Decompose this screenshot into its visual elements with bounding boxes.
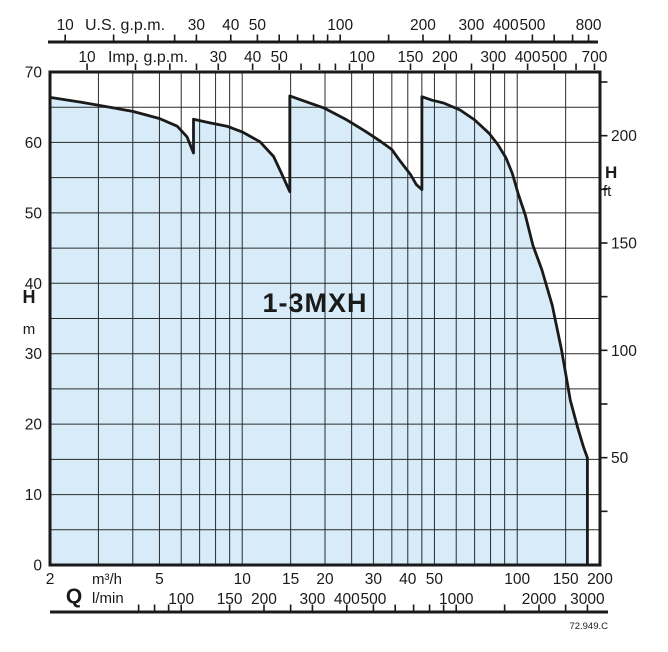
- axes-lines-ticks: [48, 34, 608, 614]
- flow-m3h-tick-label: 150: [553, 571, 579, 588]
- flow-unit-lmin: l/min: [92, 590, 124, 607]
- flow-lmin-tick-label: 2000: [522, 591, 557, 608]
- head-ft-tick-label: 100: [611, 343, 637, 360]
- imp-gpm-tick-label: 700: [582, 49, 608, 66]
- head-m-tick-label: 70: [25, 65, 43, 82]
- flow-unit-m3h: m³/h: [92, 571, 122, 588]
- us-gpm-tick-label: 100: [327, 17, 353, 34]
- flow-lmin-tick-label: 3000: [570, 591, 605, 608]
- imp-gpm-tick-label: 40: [244, 49, 262, 66]
- us-gpm-tick-label: 800: [576, 17, 602, 34]
- imp-gpm-tick-label: 200: [432, 49, 458, 66]
- head-symbol-right: H: [605, 163, 617, 182]
- head-ft-tick-label: 150: [611, 236, 637, 253]
- head-ft-tick-label: 50: [611, 450, 629, 467]
- us-gpm-tick-label: 30: [188, 17, 206, 34]
- head-m-tick-label: 30: [25, 346, 43, 363]
- flow-m3h-tick-label: 200: [587, 571, 613, 588]
- envelope-curve: [49, 94, 589, 565]
- us-gpm-axis-title: U.S. g.p.m.: [85, 17, 165, 34]
- flow-lmin-tick-label: 200: [251, 591, 277, 608]
- head-unit-ft: ft: [603, 183, 612, 200]
- imp-gpm-axis-title: Imp. g.p.m.: [108, 49, 188, 66]
- imp-gpm-tick-label: 300: [480, 49, 506, 66]
- flow-m3h-tick-label: 20: [316, 571, 334, 588]
- document-code: 72.949.C: [569, 621, 608, 632]
- head-m-tick-label: 40: [25, 276, 43, 293]
- imp-gpm-tick-label: 150: [398, 49, 424, 66]
- imp-gpm-tick-label: 400: [515, 49, 541, 66]
- flow-m3h-tick-label: 5: [155, 571, 164, 588]
- envelope-outline: [49, 94, 589, 565]
- head-unit-m: m: [23, 321, 36, 338]
- imp-gpm-tick-label: 30: [210, 49, 228, 66]
- flow-lmin-tick-label: 150: [217, 591, 243, 608]
- flow-m3h-tick-label: 50: [426, 571, 444, 588]
- plot-frame: [48, 70, 602, 567]
- gridlines: [50, 72, 600, 565]
- flow-m3h-tick-label: 40: [399, 571, 417, 588]
- us-gpm-tick-label: 300: [458, 17, 484, 34]
- head-m-tick-label: 60: [25, 135, 43, 152]
- head-m-tick-label: 50: [25, 205, 43, 222]
- head-m-tick-label: 0: [33, 558, 42, 575]
- head-symbol-left: H: [23, 287, 36, 307]
- flow-m3h-tick-label: 10: [234, 571, 252, 588]
- plot-border: [48, 70, 602, 567]
- us-gpm-tick-label: 10: [57, 17, 75, 34]
- head-m-tick-label: 10: [25, 487, 43, 504]
- us-gpm-tick-label: 50: [249, 17, 267, 34]
- flow-m3h-tick-label: 100: [504, 571, 530, 588]
- us-gpm-tick-label: 40: [222, 17, 240, 34]
- us-gpm-tick-label: 500: [519, 17, 545, 34]
- imp-gpm-tick-label: 500: [541, 49, 567, 66]
- flow-lmin-tick-label: 500: [360, 591, 386, 608]
- flow-lmin-tick-label: 300: [299, 591, 325, 608]
- flow-lmin-tick-label: 100: [168, 591, 194, 608]
- us-gpm-tick-label: 400: [493, 17, 519, 34]
- flow-m3h-tick-label: 15: [282, 571, 299, 588]
- flow-lmin-tick-label: 400: [334, 591, 360, 608]
- flow-m3h-tick-label: 30: [365, 571, 383, 588]
- flow-symbol: Q: [66, 585, 82, 608]
- head-m-tick-label: 20: [25, 417, 43, 434]
- imp-gpm-tick-label: 50: [271, 49, 289, 66]
- flow-lmin-tick-label: 1000: [439, 591, 474, 608]
- imp-gpm-tick-label: 10: [78, 49, 96, 66]
- head-ft-tick-label: 200: [611, 128, 637, 145]
- imp-gpm-tick-label: 100: [349, 49, 375, 66]
- pump-family-title: 1-3MXH: [262, 288, 367, 318]
- flow-m3h-tick-label: 2: [46, 571, 55, 588]
- us-gpm-tick-label: 200: [410, 17, 436, 34]
